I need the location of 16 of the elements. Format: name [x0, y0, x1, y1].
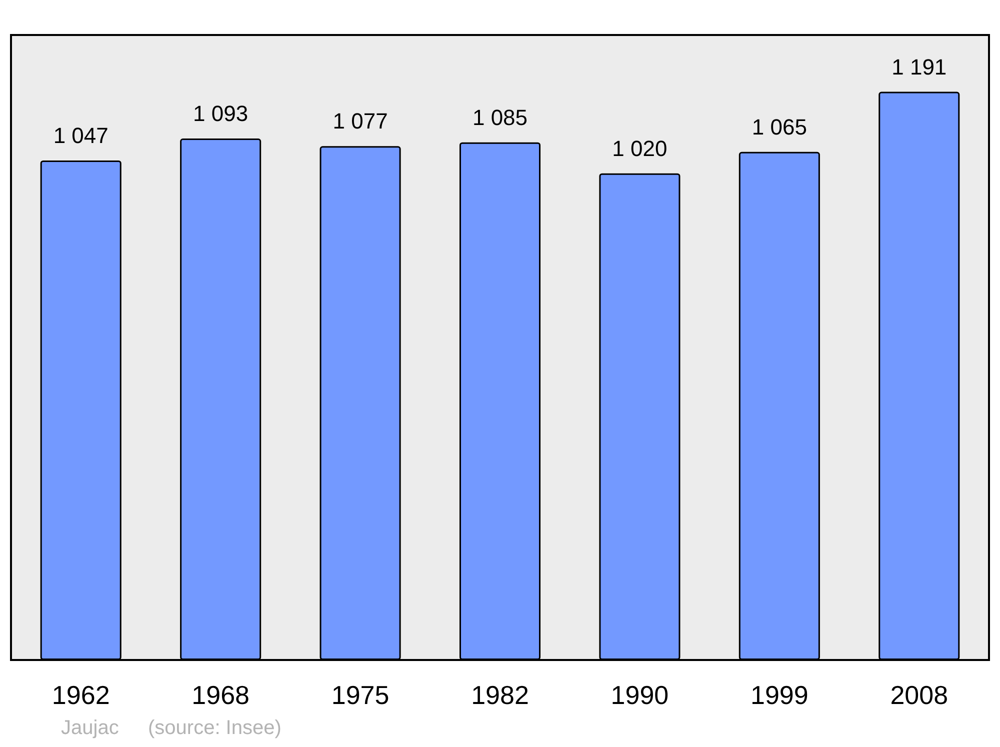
data-label: 1 047 [53, 122, 108, 148]
data-label: 1 093 [193, 101, 248, 126]
text: Jaujac [61, 717, 119, 739]
data-label: 1 020 [612, 136, 668, 161]
data-label: 1 065 [752, 114, 807, 140]
x-tick-label: 1982 [471, 680, 529, 710]
x-tick-label: 1962 [52, 680, 110, 710]
x-tick-label: 2008 [890, 680, 948, 710]
x-tick-label: 1990 [610, 680, 669, 710]
data-label: 1 085 [472, 104, 528, 130]
x-tick-label: 1968 [192, 680, 250, 710]
text: (source: Insee) [148, 717, 282, 739]
x-tick-label: 1999 [750, 680, 808, 710]
data-label: 1 077 [332, 108, 388, 134]
x-tick-label: 1975 [331, 680, 390, 710]
data-label: 1 191 [892, 54, 947, 80]
